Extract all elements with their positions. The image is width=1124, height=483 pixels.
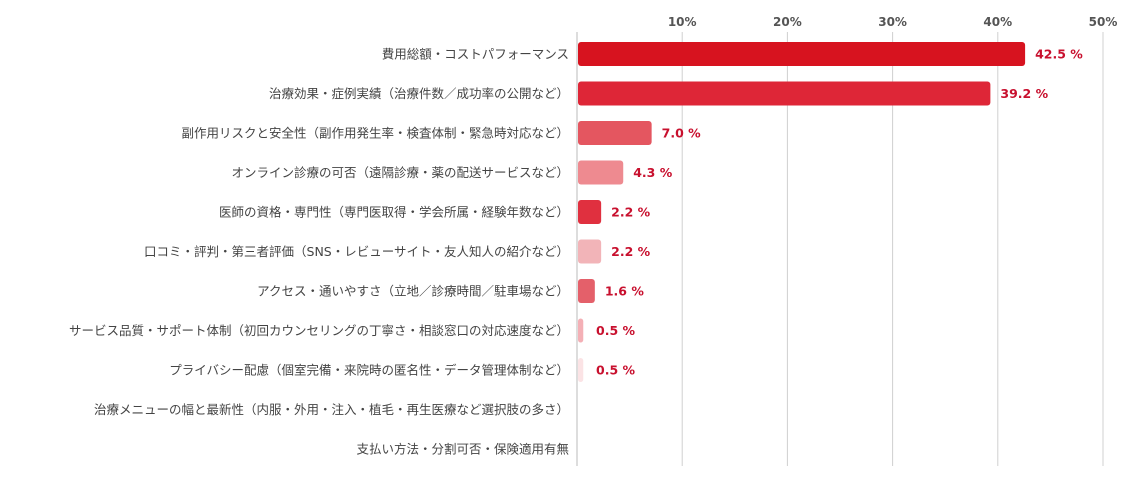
data-label: 0.5 % <box>596 323 635 338</box>
data-label: 2.2 % <box>611 205 650 220</box>
category-label: アクセス・通いやすさ（立地／診療時間／駐車場など） <box>257 284 569 299</box>
category-label: オンライン診療の可否（遠隔診療・薬の配送サービスなど） <box>231 165 569 180</box>
x-tick-label: 10% <box>668 15 697 29</box>
x-tick-label: 20% <box>773 15 802 29</box>
category-label: 治療効果・症例実績（治療件数／成功率の公開など） <box>269 86 569 101</box>
bar <box>578 358 584 382</box>
bar <box>578 318 584 343</box>
bar <box>578 279 595 303</box>
category-label: 支払い方法・分割可否・保険適用有無 <box>356 442 569 457</box>
data-label: 39.2 % <box>1000 86 1048 101</box>
data-label: 4.3 % <box>633 165 672 180</box>
category-label: プライバシー配慮（個室完備・来院時の匿名性・データ管理体制など） <box>169 363 569 378</box>
category-label: 治療メニューの幅と最新性（内服・外用・注入・植毛・再生医療など選択肢の多さ） <box>94 402 569 417</box>
category-label: 副作用リスクと安全性（副作用発生率・検査体制・緊急時対応など） <box>181 126 569 141</box>
data-label: 42.5 % <box>1035 47 1083 62</box>
data-label: 0.5 % <box>596 363 635 378</box>
data-label: 2.2 % <box>611 244 650 259</box>
bar <box>578 81 991 106</box>
category-label: 口コミ・評判・第三者評価（SNS・レビューサイト・友人知人の紹介など） <box>144 244 569 259</box>
x-tick-label: 50% <box>1089 15 1118 29</box>
bar <box>578 121 652 145</box>
bar <box>578 200 602 224</box>
data-label: 1.6 % <box>605 284 644 299</box>
x-tick-label: 30% <box>878 15 907 29</box>
bar <box>578 239 602 264</box>
category-label: 費用総額・コストパフォーマンス <box>382 47 569 62</box>
bar <box>578 160 624 185</box>
category-label: 医師の資格・専門性（専門医取得・学会所属・経験年数など） <box>219 205 569 220</box>
data-label: 7.0 % <box>662 126 701 141</box>
x-tick-label: 40% <box>983 15 1012 29</box>
bar <box>578 42 1026 66</box>
category-label: サービス品質・サポート体制（初回カウンセリングの丁寧さ・相談窓口の対応速度など） <box>69 323 569 338</box>
